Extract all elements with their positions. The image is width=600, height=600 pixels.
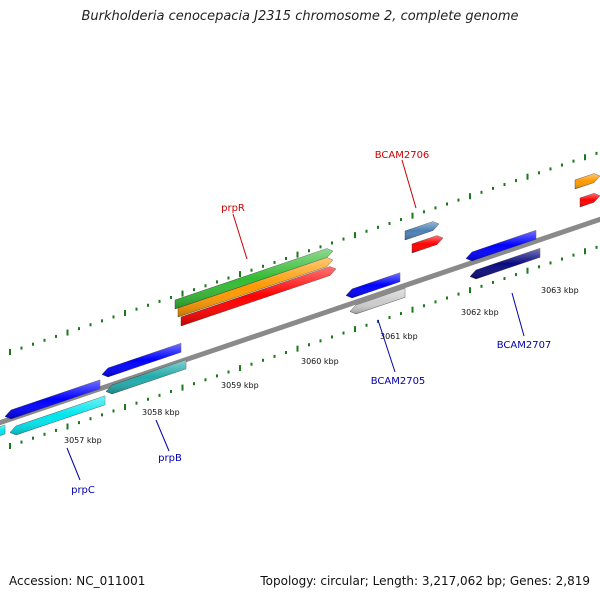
gene-label-prpR: prpR [221,203,245,214]
accession-label: Accession: NC_011001 [9,574,146,588]
leader-line-0 [232,213,248,260]
feature-right-cds-shine [580,193,600,207]
feature-left-gene-shine [0,424,5,436]
leader-line-5 [66,447,81,481]
kbp-label: 3058 kbp [142,408,180,417]
kbp-label: 3057 kbp [64,436,102,445]
feature-BCAM2706-gene-shine [405,221,439,240]
feature-BCAM2705-cds-shine [346,272,400,298]
gene-label-BCAM2707: BCAM2707 [497,340,552,351]
gene-label-prpC: prpC [71,485,95,496]
kbp-label: 3062 kbp [461,308,499,317]
feature-right-gene-shine [575,173,600,189]
feature-prpR-gene-shine [178,257,333,317]
feature-prpC-cds-shine [5,379,100,419]
kbp-label: 3061 kbp [380,332,418,341]
feature-prpB-cds-shine [102,343,181,377]
topology-label: Topology: circular; Length: 3,217,062 bp… [260,574,590,588]
kbp-label: 3060 kbp [301,357,339,366]
leader-line-4 [155,419,170,452]
feature-prpR-cds-shine [181,266,336,326]
feature-BCAM2705-gene-shine [350,288,405,314]
gene-label-BCAM2705: BCAM2705 [371,376,426,387]
gene-label-prpB: prpB [158,453,182,464]
feature-BCAM2706-cds-shine [412,235,443,253]
feature-prpC-gene-shine [10,395,105,435]
kbp-label: 3059 kbp [221,381,259,390]
feature-BCAM2707-gene-shine [470,248,540,279]
gene-label-BCAM2706: BCAM2706 [375,150,430,161]
map-title: Burkholderia cenocepacia J2315 chromosom… [81,9,519,24]
leader-line-3 [511,292,525,337]
feature-BCAM2707-cds-shine [466,230,536,261]
kbp-label: 3063 kbp [541,286,579,295]
leader-line-1 [401,159,417,209]
feature-prpR-misc-shine [175,248,333,309]
feature-prpB-gene-shine [106,359,186,394]
leader-line-2 [377,319,396,373]
